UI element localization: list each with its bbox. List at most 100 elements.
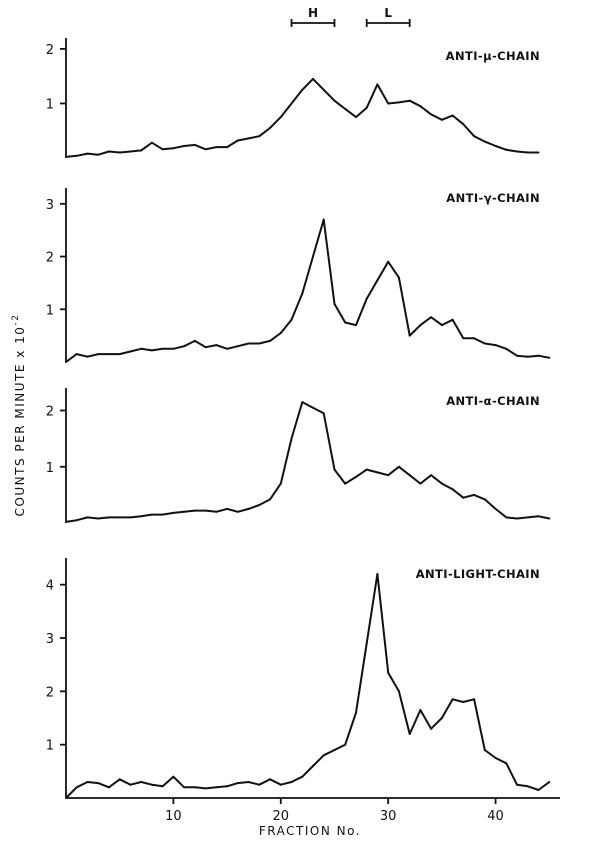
data-point <box>301 775 304 778</box>
data-point <box>204 148 207 151</box>
data-point <box>526 785 529 788</box>
data-point <box>75 353 78 356</box>
x-tick-label: 40 <box>487 809 504 824</box>
data-point <box>430 316 433 319</box>
data-point <box>140 149 143 152</box>
data-point <box>129 516 132 519</box>
data-point <box>376 83 379 86</box>
marker-h: H <box>290 6 336 27</box>
data-point <box>129 150 132 153</box>
data-point <box>65 520 67 523</box>
data-point <box>161 148 164 151</box>
data-point <box>75 154 78 157</box>
data-point <box>226 507 229 510</box>
data-point <box>344 321 347 324</box>
data-point <box>483 140 486 143</box>
data-point <box>526 516 529 519</box>
data-point <box>193 339 196 342</box>
data-point <box>97 517 100 520</box>
data-point <box>247 781 250 783</box>
data-point <box>494 344 497 347</box>
data-point <box>419 482 422 485</box>
series-line-3 <box>65 401 550 523</box>
data-point <box>301 401 304 404</box>
data-point <box>269 778 271 781</box>
data-point <box>440 118 443 121</box>
data-point <box>247 507 250 510</box>
data-point <box>290 781 293 783</box>
data-point <box>312 765 314 767</box>
data-point <box>365 468 368 471</box>
data-point <box>97 782 100 785</box>
data-point <box>193 786 196 789</box>
chart-panels: 1 2 ANTI-μ-CHAIN 1 2 3 ANTI-γ-CHAIN 1 2 ANTI-α-CH… <box>46 38 551 799</box>
data-point <box>108 353 110 356</box>
data-point <box>365 106 368 109</box>
data-point <box>108 786 110 789</box>
marker-label: L <box>384 6 392 20</box>
data-point <box>150 513 153 516</box>
data-point <box>183 145 186 147</box>
y-tick-label: 2 <box>46 251 54 266</box>
data-point <box>505 762 508 765</box>
data-point <box>204 787 207 790</box>
marker-bar <box>365 19 411 27</box>
data-point <box>97 353 100 356</box>
data-point <box>150 783 153 786</box>
data-point <box>150 141 153 144</box>
data-point <box>236 782 239 785</box>
data-point <box>537 354 540 357</box>
data-point <box>279 116 282 119</box>
data-point <box>387 474 390 477</box>
data-point <box>65 155 67 158</box>
data-point <box>312 406 314 409</box>
data-point <box>505 148 508 151</box>
marker-label: H <box>308 6 318 20</box>
data-point <box>397 465 400 468</box>
data-point <box>462 496 465 499</box>
data-point <box>161 785 164 788</box>
data-point <box>279 332 282 334</box>
data-point <box>344 482 347 485</box>
data-point <box>408 474 411 477</box>
data-point <box>215 510 218 513</box>
y-tick-label: 3 <box>46 632 54 647</box>
data-point <box>247 342 250 345</box>
x-axis-title: FRACTION No. <box>259 824 361 838</box>
y-axis-exponent: -2 <box>11 314 21 326</box>
y-tick-label: 3 <box>46 198 54 213</box>
y-tick-label: 2 <box>46 405 54 420</box>
data-point <box>355 116 357 119</box>
data-point <box>397 690 400 693</box>
panel-label: ANTI-μ-CHAIN <box>446 49 540 63</box>
data-point <box>226 347 229 350</box>
data-point <box>65 361 67 363</box>
data-point <box>140 347 143 350</box>
data-point <box>419 105 422 108</box>
data-point <box>183 510 186 513</box>
data-point <box>440 717 443 719</box>
data-point <box>505 516 508 519</box>
data-point <box>226 146 229 149</box>
data-point <box>483 498 486 501</box>
data-point <box>408 733 411 735</box>
x-tick-label: 30 <box>380 809 397 824</box>
data-point <box>258 342 261 345</box>
data-point <box>376 471 379 474</box>
data-point <box>269 498 271 501</box>
data-point <box>236 345 239 348</box>
data-point <box>397 276 400 279</box>
marker-bar <box>290 19 336 27</box>
data-point <box>312 255 314 258</box>
data-point <box>548 517 551 520</box>
data-point <box>462 701 465 703</box>
data-point <box>516 150 518 153</box>
data-point <box>204 346 207 349</box>
data-point <box>430 727 433 730</box>
data-point <box>183 345 186 348</box>
data-point <box>86 516 89 519</box>
chart-panel-1: 1 2 ANTI-μ-CHAIN <box>46 38 540 158</box>
chart-panel-2: 1 2 3 ANTI-γ-CHAIN <box>46 188 551 363</box>
data-point <box>258 135 261 138</box>
